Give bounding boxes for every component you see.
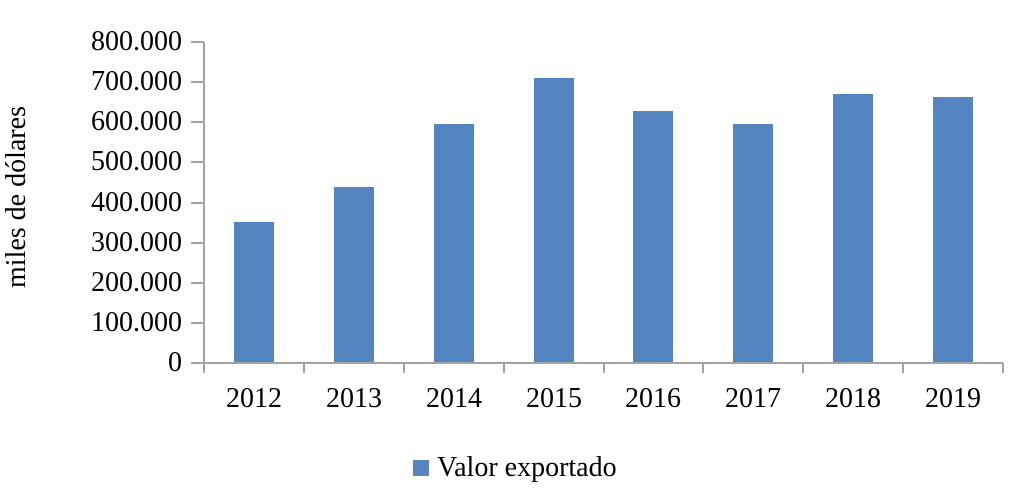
y-tick [191,362,204,364]
legend-label: Valor exportado [437,452,617,483]
y-axis-title: miles de dólares [1,106,32,288]
legend-swatch [413,460,429,476]
y-tick [191,121,204,124]
y-tick-label: 800.000 [91,26,182,57]
bar-2018 [833,94,873,362]
x-axis-label: 2015 [526,383,582,414]
x-axis-label: 2012 [226,383,282,414]
x-tick [402,363,405,373]
x-tick [1002,363,1004,373]
bar-2019 [933,97,973,362]
x-axis-label: 2019 [925,383,981,414]
y-tick [191,41,204,43]
y-tick-label: 300.000 [91,226,182,258]
x-axis-label: 2014 [426,383,482,414]
y-tick [191,241,204,244]
y-tick-label: 100.000 [91,306,182,338]
bar-2016 [633,111,673,362]
legend: Valor exportado [413,452,617,484]
x-axis-label: 2018 [825,383,881,414]
x-tick [203,363,205,373]
bar-2012 [234,222,274,362]
bar-2017 [733,124,773,362]
y-tick-label: 500.000 [91,146,182,178]
y-tick [191,321,204,324]
x-tick [902,363,905,373]
x-axis-label: 2013 [326,383,382,414]
y-tick-label: 600.000 [91,106,182,138]
y-tick [191,201,204,204]
x-axis-label: 2016 [625,383,681,414]
x-tick [302,363,305,373]
x-axis-label: 2017 [725,383,781,414]
bar-2014 [434,124,474,362]
y-tick-label: 0 [168,347,182,378]
y-tick-label: 400.000 [91,186,182,218]
y-tick [191,161,204,164]
x-tick [502,363,505,373]
bar-2015 [534,78,574,362]
y-tick-label: 200.000 [91,266,182,298]
x-tick [602,363,605,373]
y-tick [191,81,204,84]
bar-2013 [334,187,374,362]
x-tick [702,363,705,373]
y-axis-line [203,42,205,364]
y-tick-label: 700.000 [91,66,182,98]
y-tick [191,281,204,284]
x-tick [802,363,805,373]
